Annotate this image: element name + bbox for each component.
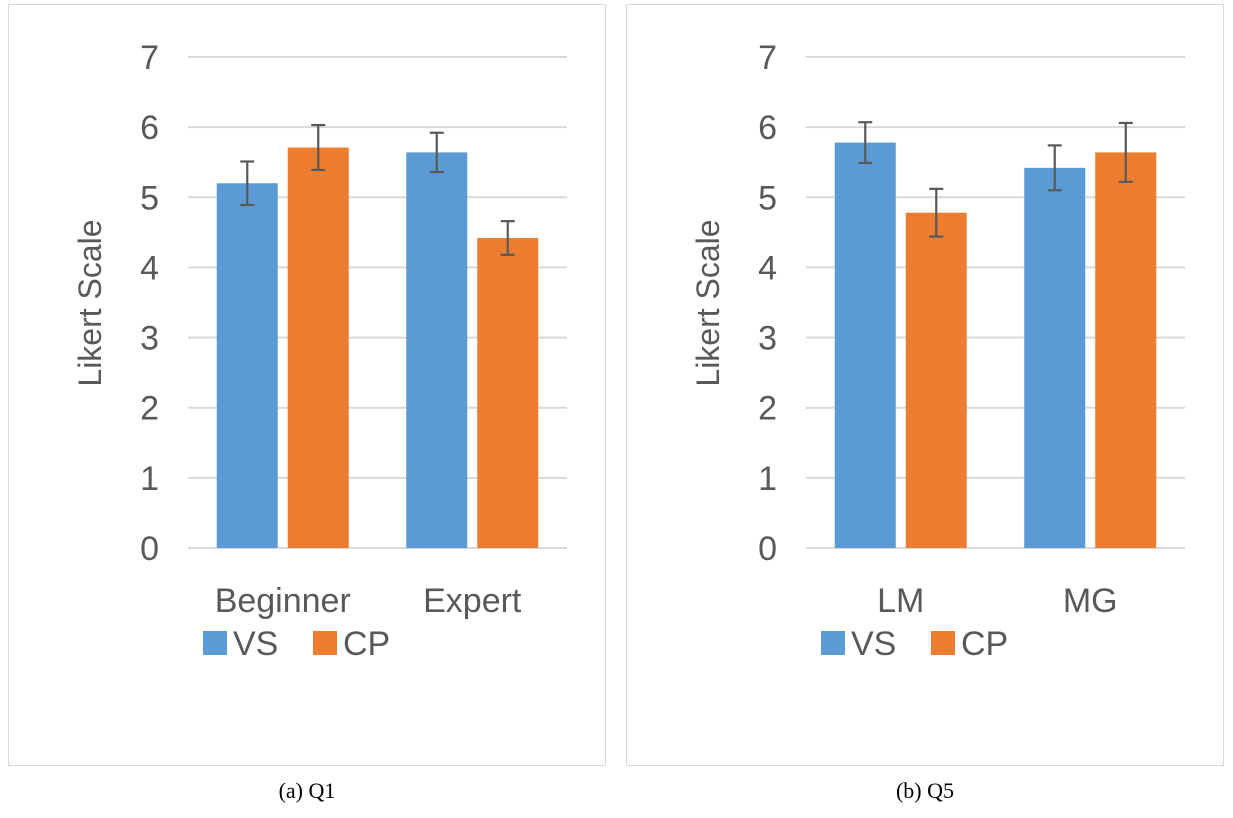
legend-label-vs: VS bbox=[233, 625, 278, 663]
y-tick-label: 5 bbox=[758, 179, 777, 217]
x-category-label: LM bbox=[877, 582, 924, 620]
legend-label-vs: VS bbox=[851, 625, 896, 663]
y-tick-label: 2 bbox=[140, 390, 159, 428]
y-tick-label: 3 bbox=[758, 320, 777, 358]
x-category-label: MG bbox=[1063, 582, 1118, 620]
y-tick-label: 7 bbox=[140, 39, 159, 77]
bar-vs bbox=[406, 152, 468, 548]
y-axis-label: Likert Scale bbox=[690, 219, 726, 386]
y-tick-label: 6 bbox=[758, 109, 777, 147]
y-tick-label: 2 bbox=[758, 390, 777, 428]
bar-vs bbox=[1024, 167, 1086, 548]
y-tick-label: 3 bbox=[140, 320, 159, 358]
legend-swatch-vs bbox=[203, 631, 227, 655]
legend-swatch-cp bbox=[931, 631, 955, 655]
y-tick-label: 1 bbox=[140, 460, 159, 498]
bar-cp bbox=[905, 212, 967, 548]
bar-vs bbox=[834, 142, 896, 548]
legend-label-cp: CP bbox=[343, 625, 390, 663]
chart-panel-q5: 0 1 2 3 4 5 6 7 Likert Scale LM MG VS CP bbox=[626, 4, 1224, 766]
legend-swatch-vs bbox=[821, 631, 845, 655]
y-tick-label: 6 bbox=[140, 109, 159, 147]
caption-q1: (a) Q1 bbox=[278, 778, 336, 803]
y-tick-label: 5 bbox=[140, 179, 159, 217]
y-tick-label: 4 bbox=[758, 249, 777, 287]
bar-cp bbox=[477, 237, 539, 548]
chart-panel-q1: 0 1 2 3 4 5 6 7 Likert Scale Beginner Expert VS CP bbox=[8, 4, 606, 766]
y-tick-label: 7 bbox=[758, 39, 777, 77]
x-category-label: Expert bbox=[423, 582, 522, 620]
bar-cp bbox=[287, 147, 349, 548]
bar-cp bbox=[1095, 152, 1157, 548]
y-tick-label: 1 bbox=[758, 460, 777, 498]
x-category-label: Beginner bbox=[215, 582, 351, 620]
bar-vs bbox=[216, 183, 278, 548]
y-axis-label: Likert Scale bbox=[72, 219, 108, 386]
y-tick-label: 0 bbox=[140, 530, 159, 568]
chart-q5-svg: 0 1 2 3 4 5 6 7 Likert Scale LM MG VS CP bbox=[690, 39, 1185, 663]
y-tick-label: 0 bbox=[758, 530, 777, 568]
caption-q5: (b) Q5 bbox=[895, 778, 955, 803]
y-tick-label: 4 bbox=[140, 249, 159, 287]
legend-label-cp: CP bbox=[961, 625, 1008, 663]
chart-q1-svg: 0 1 2 3 4 5 6 7 Likert Scale Beginner Expert VS CP bbox=[72, 39, 567, 663]
legend-swatch-cp bbox=[313, 631, 337, 655]
